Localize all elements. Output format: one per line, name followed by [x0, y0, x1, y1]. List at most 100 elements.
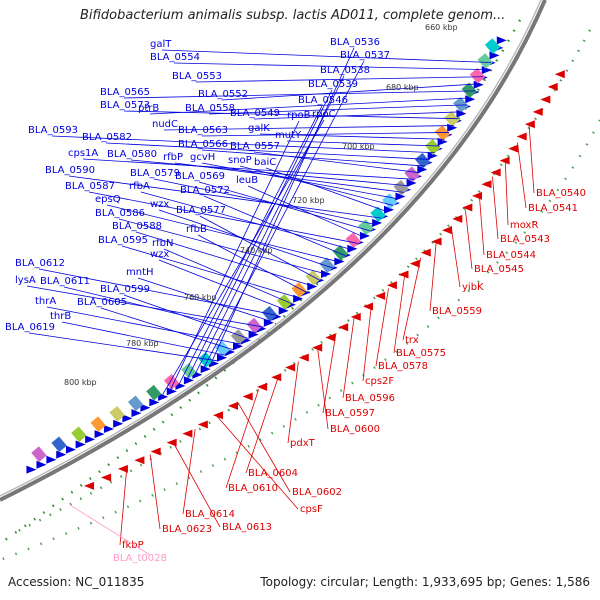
reverse-label-line	[237, 402, 291, 493]
forward-gene-label: rfbN	[152, 238, 173, 249]
reverse-gene-label: BLA_0540	[536, 188, 586, 199]
reverse-gene-arrow	[285, 363, 296, 372]
forward-label-line	[201, 60, 365, 372]
reverse-gene-label: BLA_0543	[500, 234, 550, 245]
forward-gene-arrow	[183, 376, 194, 385]
forward-label-line	[68, 175, 382, 219]
forward-label-line	[51, 135, 435, 154]
reverse-label-line	[317, 347, 329, 430]
forward-gene-label: BLA_0595	[98, 235, 148, 246]
feature-block	[332, 244, 349, 261]
reverse-label-line	[172, 441, 221, 528]
kbp-scale-labels: 660 kbp 680 kbp 700 kbp 720 kbp 740 kbp 760 k…	[64, 23, 458, 387]
feature-block	[393, 179, 409, 196]
reverse-gene-label: moxR	[510, 220, 538, 231]
reverse-label-line	[528, 125, 535, 194]
reverse-gene-arrow	[197, 420, 208, 429]
forward-gene-arrow	[232, 342, 243, 351]
feature-block	[90, 416, 106, 432]
reverse-gene-arrow	[134, 456, 145, 465]
rna-labels: BLA_t0028	[69, 504, 167, 564]
forward-label-line	[163, 125, 454, 131]
forward-gene-arrow	[158, 392, 169, 401]
forward-gene-label: rfbP	[163, 152, 183, 163]
feature-block	[453, 96, 469, 113]
kbp-scale-label: 660 kbp	[425, 23, 458, 32]
forward-gene-arrow	[217, 353, 228, 362]
forward-gene-label: wzx	[150, 199, 169, 210]
forward-label-line	[46, 306, 241, 345]
forward-label-line	[123, 90, 476, 99]
forward-gene-label: mntH	[126, 267, 154, 278]
forward-gene-arrow	[26, 465, 37, 474]
kbp-scale-label: 720 kbp	[292, 196, 325, 205]
forward-label-line	[105, 142, 430, 160]
forward-gene-label: mutY	[275, 130, 302, 141]
forward-gene-label: BLA_0573	[100, 100, 150, 111]
reverse-gene-label: cps2F	[365, 376, 394, 387]
feature-block	[461, 82, 478, 99]
reverse-gene-arrow	[452, 214, 463, 223]
reverse-label-lines	[119, 125, 535, 546]
reverse-label-line	[225, 389, 260, 489]
reverse-gene-arrow	[547, 82, 558, 91]
reverse-gene-label: BLA_0541	[528, 203, 578, 214]
forward-gene-label: BLA_0586	[95, 208, 145, 219]
kbp-scale-label: 760 kbp	[184, 293, 217, 302]
reverse-label-line	[504, 159, 509, 226]
reverse-gene-label: BLA_0613	[222, 522, 272, 533]
reverse-gene-arrow	[271, 373, 282, 382]
forward-gene-label: BLA_0599	[100, 284, 150, 295]
feature-block	[484, 38, 501, 54]
forward-label-line	[137, 277, 271, 322]
reverse-gene-label: fkbP	[122, 540, 144, 551]
reverse-gene-arrow	[84, 481, 95, 490]
forward-label-lines	[26, 47, 491, 399]
forward-label-line	[153, 178, 376, 225]
forward-gene-label: BLA_0593	[28, 125, 78, 136]
reverse-gene-arrow	[386, 281, 397, 290]
forward-gene-arrow	[427, 151, 438, 160]
reverse-gene-label: BLA_0610	[228, 483, 278, 494]
feature-block	[276, 294, 293, 310]
reverse-gene-arrow	[298, 353, 309, 362]
kbp-scale-label: 700 kbp	[342, 142, 375, 151]
forward-gene-label: BLA_0577	[176, 205, 226, 216]
forward-gene-label: BLA_0537	[340, 50, 390, 61]
reverse-label-line	[287, 361, 299, 444]
reverse-gene-label: BLA_0545	[474, 264, 524, 275]
reverse-label-line	[478, 193, 485, 256]
reverse-gene-label: BLA_0623	[162, 524, 212, 535]
reverse-label-line	[119, 466, 128, 546]
forward-label-line	[61, 321, 226, 356]
forward-gene-label: snoP	[228, 155, 252, 166]
feature-block	[319, 257, 335, 274]
feature-block	[305, 269, 321, 286]
reverse-gene-arrow	[242, 392, 253, 401]
reverse-label-line	[517, 142, 527, 209]
reverse-gene-arrow	[213, 411, 224, 420]
forward-label-line	[106, 204, 340, 263]
reverse-gene-arrow	[101, 473, 112, 482]
forward-gene-arrow	[149, 398, 160, 407]
forward-gene-label: BLA_0536	[330, 37, 380, 48]
forward-label-line	[197, 234, 307, 293]
forward-gene-arrow	[437, 137, 448, 146]
forward-gene-arrow	[122, 414, 133, 423]
forward-gene-arrow	[417, 165, 428, 174]
forward-label-line	[185, 89, 333, 383]
reverse-gene-arrow	[508, 144, 519, 153]
reverse-gene-arrow	[540, 95, 551, 104]
forward-label-line	[286, 140, 440, 147]
forward-label-line	[158, 209, 333, 269]
reverse-gene-arrow	[257, 382, 268, 391]
reverse-label-line	[362, 303, 372, 382]
forward-gene-label: BLA_0619	[5, 322, 55, 333]
forward-gene-label: BLA_0582	[82, 132, 132, 143]
forward-gene-label: lysA	[15, 275, 36, 286]
forward-label-line	[193, 75, 345, 378]
accession-label: Accession: NC_011835	[8, 575, 145, 589]
forward-label-line	[199, 215, 320, 281]
forward-gene-label: rpoC	[312, 109, 336, 120]
reverse-label-line	[342, 318, 355, 399]
